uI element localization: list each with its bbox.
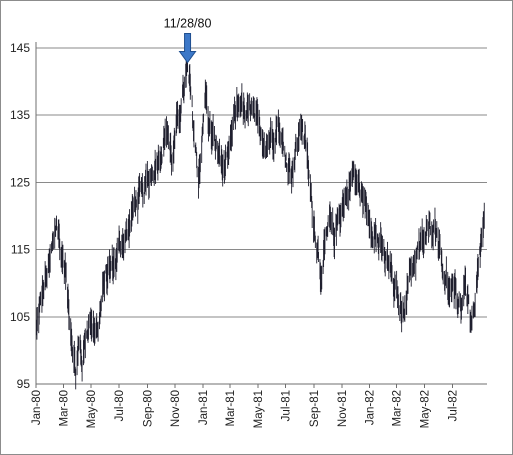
x-tick-label: Mar-81 — [225, 390, 237, 426]
x-tick-label: Jan-81 — [198, 390, 210, 425]
y-tick-label: 125 — [10, 175, 30, 189]
x-tick-label: Jan-82 — [365, 390, 377, 425]
x-tick-label: Nov-80 — [170, 390, 182, 427]
x-tick-label: Sep-80 — [142, 390, 154, 427]
y-tick-label: 115 — [11, 243, 30, 257]
annotation-label: 11/28/80 — [164, 17, 212, 31]
x-tick-label: Jul-82 — [447, 390, 459, 421]
annotation-arrow-icon — [178, 33, 197, 64]
x-tick-label: Jul-81 — [281, 390, 293, 421]
gridlines — [36, 47, 487, 318]
x-tick-label: Jul-80 — [114, 390, 126, 421]
x-tick-label: Mar-82 — [392, 390, 404, 426]
x-tick-label: May-80 — [86, 390, 98, 428]
x-tick-label: Sep-81 — [309, 390, 321, 427]
y-tick-label: 135 — [10, 108, 30, 122]
y-axis-tick-labels: 95 105 115 125 135 145 — [10, 41, 30, 391]
axes — [35, 42, 487, 385]
annotation: 11/28/80 — [164, 17, 212, 64]
y-tick-label: 95 — [17, 377, 31, 391]
price-bars — [36, 57, 485, 390]
x-tick-label: May-81 — [253, 390, 265, 428]
x-tick-label: Nov-81 — [337, 390, 349, 427]
y-tick-label: 105 — [10, 310, 30, 324]
y-tick-label: 145 — [10, 41, 30, 55]
x-tick-label: Mar-80 — [58, 390, 70, 426]
x-tick-label: Jan-80 — [31, 390, 43, 425]
price-series — [36, 57, 485, 390]
x-tick-label: May-82 — [419, 390, 431, 428]
x-axis-tick-labels: Jan-80 Mar-80 May-80 Jul-80 Sep-80 Nov-80 Jan-… — [31, 384, 459, 428]
